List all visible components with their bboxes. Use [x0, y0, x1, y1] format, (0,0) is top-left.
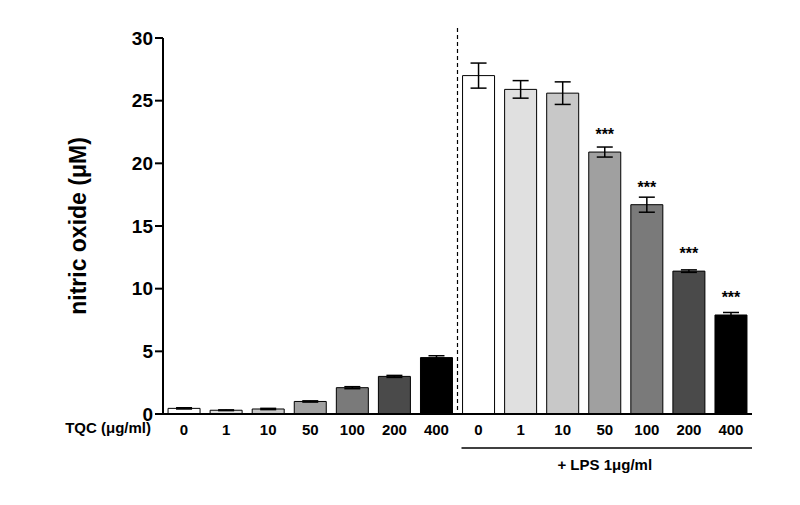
svg-text:200: 200: [382, 421, 407, 438]
svg-text:10: 10: [260, 421, 277, 438]
svg-text:10: 10: [554, 421, 571, 438]
svg-text:50: 50: [302, 421, 319, 438]
svg-text:10: 10: [132, 278, 153, 299]
svg-text:20: 20: [132, 153, 153, 174]
svg-text:***: ***: [595, 126, 614, 143]
svg-text:TQC (μg/ml): TQC (μg/ml): [65, 419, 151, 436]
svg-text:1: 1: [516, 421, 524, 438]
svg-text:50: 50: [596, 421, 613, 438]
svg-text:5: 5: [142, 341, 153, 362]
svg-text:***: ***: [722, 289, 741, 306]
svg-text:15: 15: [132, 216, 154, 237]
svg-text:100: 100: [634, 421, 659, 438]
svg-text:+ LPS 1μg/ml: + LPS 1μg/ml: [557, 456, 652, 473]
svg-text:30: 30: [132, 28, 153, 49]
svg-text:***: ***: [680, 245, 699, 262]
svg-text:100: 100: [340, 421, 365, 438]
svg-text:25: 25: [132, 90, 154, 111]
svg-text:400: 400: [718, 421, 743, 438]
svg-text:0: 0: [180, 421, 188, 438]
svg-text:nitric oxide (μM): nitric oxide (μM): [65, 137, 91, 315]
svg-text:0: 0: [142, 404, 153, 425]
svg-text:0: 0: [474, 421, 482, 438]
svg-text:***: ***: [637, 179, 656, 196]
svg-text:1: 1: [222, 421, 230, 438]
svg-text:200: 200: [676, 421, 701, 438]
svg-text:400: 400: [424, 421, 449, 438]
